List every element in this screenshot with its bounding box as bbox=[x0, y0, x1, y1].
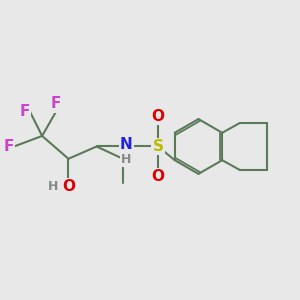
Text: O: O bbox=[152, 169, 165, 184]
Text: O: O bbox=[152, 109, 165, 124]
Text: O: O bbox=[62, 179, 75, 194]
Text: H: H bbox=[121, 153, 132, 166]
Text: N: N bbox=[120, 137, 133, 152]
Text: H: H bbox=[47, 180, 58, 194]
Text: F: F bbox=[4, 139, 14, 154]
Text: F: F bbox=[51, 96, 62, 111]
Text: S: S bbox=[153, 139, 164, 154]
Text: F: F bbox=[20, 104, 30, 119]
